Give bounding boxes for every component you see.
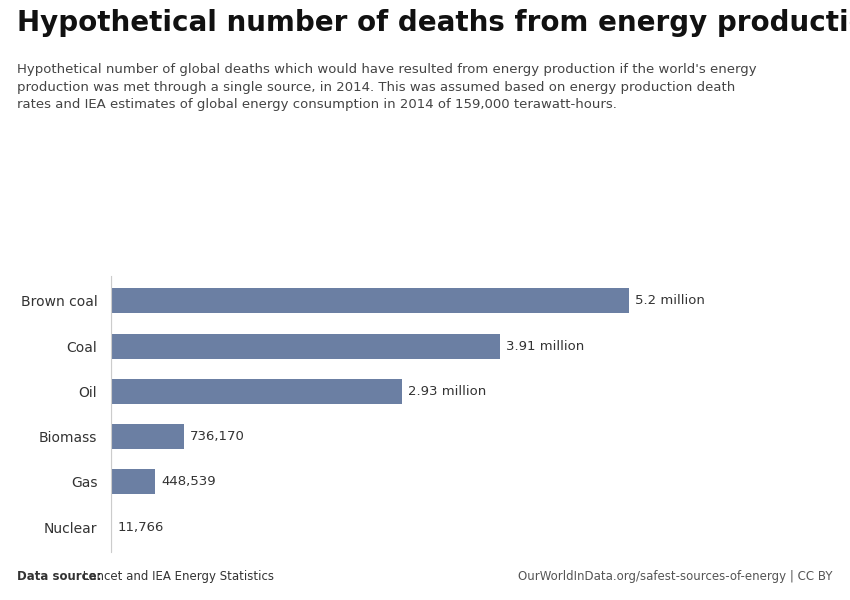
Bar (110, 469, 156, 494)
Text: 448,539: 448,539 (162, 475, 216, 488)
Text: 3.91 million: 3.91 million (506, 340, 585, 353)
Bar (110, 515, 111, 539)
Text: 2.93 million: 2.93 million (409, 385, 487, 398)
Text: Hypothetical number of global deaths which would have resulted from energy produ: Hypothetical number of global deaths whi… (17, 63, 756, 111)
Text: Our World: Our World (742, 19, 809, 32)
Text: in Data: in Data (751, 36, 800, 49)
Text: 736,170: 736,170 (190, 430, 245, 443)
Bar (110, 379, 403, 404)
Bar (110, 424, 184, 449)
Bar (110, 289, 629, 313)
Text: Lancet and IEA Energy Statistics: Lancet and IEA Energy Statistics (79, 570, 274, 583)
Bar (110, 334, 500, 359)
Text: 5.2 million: 5.2 million (635, 295, 705, 307)
Text: OurWorldInData.org/safest-sources-of-energy | CC BY: OurWorldInData.org/safest-sources-of-ene… (518, 570, 833, 583)
Text: Data source:: Data source: (17, 570, 101, 583)
Text: Hypothetical number of deaths from energy production: Hypothetical number of deaths from energ… (17, 9, 850, 37)
Text: 11,766: 11,766 (117, 521, 164, 533)
